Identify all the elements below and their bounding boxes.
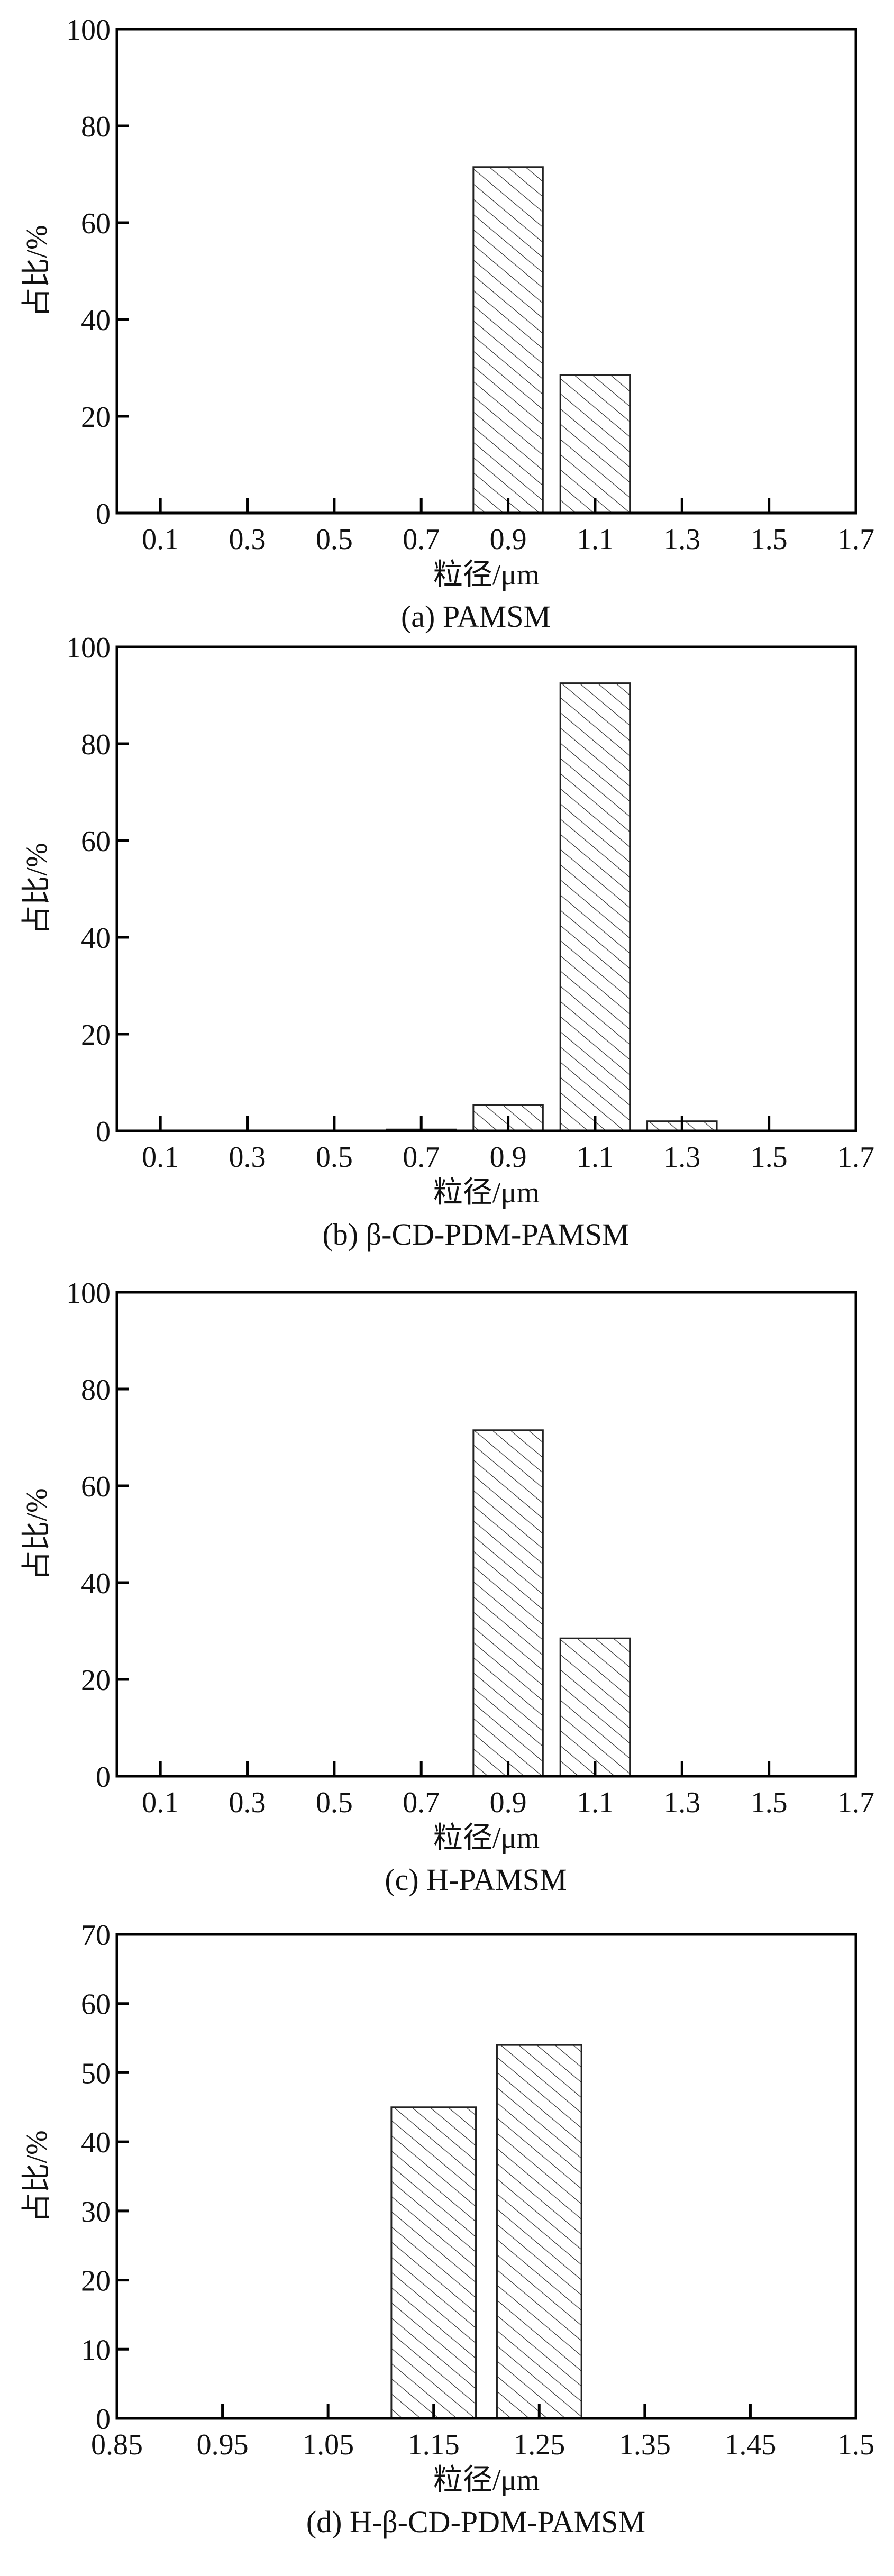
y-axis-label: 占比/% [21, 225, 53, 317]
x-tick-label: 1.7 [837, 1141, 874, 1174]
y-tick-label: 0 [96, 1761, 111, 1794]
y-tick-label: 10 [81, 2334, 111, 2367]
x-axis-label: 粒径/μm [433, 1822, 540, 1855]
x-tick-label: 1.35 [619, 2428, 671, 2461]
x-tick-label: 1.25 [513, 2428, 565, 2461]
x-tick-label: 1.1 [577, 1786, 614, 1819]
x-tick-label: 0.7 [403, 1141, 440, 1174]
y-tick-label: 0 [96, 2403, 111, 2436]
bar [472, 166, 544, 514]
bar [559, 374, 631, 514]
x-tick-label: 1.5 [751, 1786, 788, 1819]
y-tick-label: 60 [81, 1988, 111, 2021]
x-tick-label: 1.3 [663, 1786, 700, 1819]
x-tick-label: 0.5 [316, 1786, 353, 1819]
y-axis-label: 占比/% [21, 843, 53, 935]
panel-caption: (b) β-CD-PDM-PAMSM [322, 1217, 629, 1252]
y-tick-label: 0 [96, 1116, 111, 1148]
y-tick-label: 50 [81, 2057, 111, 2090]
x-tick-label: 1.1 [577, 1141, 614, 1174]
y-tick-label: 20 [81, 1664, 111, 1697]
chart-panel-2: 0 20 40 60 80 100 0.1 0.3 0.5 0.7 0.9 1.1 1.3 1.5 1.7 粒… [21, 1277, 874, 1897]
x-tick-label: 0.9 [490, 1786, 527, 1819]
x-tick-label: 0.9 [490, 523, 527, 556]
plot-frame [115, 1291, 857, 1778]
plot-frame [115, 28, 857, 515]
x-tick-label: 1.3 [663, 523, 700, 556]
x-tick-label: 1.1 [577, 523, 614, 556]
x-tick-label: 0.7 [403, 523, 440, 556]
y-tick-label: 30 [81, 2196, 111, 2228]
y-tick-label: 20 [81, 1019, 111, 1052]
x-tick-label: 0.1 [142, 523, 179, 556]
x-tick-label: 0.9 [490, 1141, 527, 1174]
y-tick-label: 60 [81, 1470, 111, 1503]
chart-panel-0: 0 20 40 60 80 100 0.1 0.3 0.5 0.7 0.9 1.1 1.3 1.5 1.7 粒… [21, 14, 874, 634]
x-tick-label: 0.5 [316, 523, 353, 556]
x-tick-label: 1.5 [751, 523, 788, 556]
x-tick-label: 1.45 [724, 2428, 776, 2461]
chart-panel-1: 0 20 40 60 80 100 0.1 0.3 0.5 0.7 0.9 1.1 1.3 1.5 1.7 粒… [21, 632, 874, 1252]
bar [496, 2044, 582, 2419]
y-tick-label: 80 [81, 111, 111, 143]
y-axis-label: 占比/% [21, 1488, 53, 1580]
x-axis-label: 粒径/μm [433, 1176, 540, 1209]
x-tick-label: 0.3 [229, 1786, 266, 1819]
y-tick-label: 100 [66, 14, 111, 47]
chart-panel-3: 0 10 20 30 40 50 60 70 0.85 0.95 1.05 1.15 1.25 1.35 1… [21, 1919, 874, 2539]
y-tick-label: 60 [81, 207, 111, 240]
y-tick-label: 70 [81, 1919, 111, 1952]
panel-caption: (c) H-PAMSM [385, 1862, 567, 1897]
plot-frame [115, 645, 857, 1132]
y-tick-label: 0 [96, 498, 111, 531]
y-tick-label: 80 [81, 728, 111, 761]
y-tick-label: 20 [81, 401, 111, 434]
y-tick-label: 40 [81, 2126, 111, 2159]
y-tick-label: 80 [81, 1374, 111, 1406]
y-tick-label: 100 [66, 632, 111, 664]
x-axis-label: 粒径/μm [433, 2464, 540, 2497]
panel-caption: (a) PAMSM [401, 599, 551, 634]
bar [390, 2106, 477, 2419]
x-tick-label: 1.3 [663, 1141, 700, 1174]
x-tick-label: 1.05 [302, 2428, 354, 2461]
x-tick-label: 0.7 [403, 1786, 440, 1819]
plot-frame [115, 1933, 857, 2420]
y-tick-label: 100 [66, 1277, 111, 1310]
y-tick-label: 60 [81, 825, 111, 858]
x-tick-label: 1.7 [837, 1786, 874, 1819]
x-tick-label: 0.95 [197, 2428, 249, 2461]
x-tick-label: 1.15 [408, 2428, 460, 2461]
y-axis-label: 占比/% [21, 2130, 53, 2222]
x-tick-label: 0.3 [229, 1141, 266, 1174]
y-tick-label: 20 [81, 2265, 111, 2298]
bar [559, 1637, 631, 1777]
bar [472, 1429, 544, 1777]
x-axis-label: 粒径/μm [433, 559, 540, 591]
x-tick-label: 0.1 [142, 1786, 179, 1819]
x-tick-label: 0.3 [229, 523, 266, 556]
bar [559, 682, 631, 1132]
x-tick-label: 1.5 [837, 2428, 874, 2461]
x-tick-label: 1.5 [751, 1141, 788, 1174]
x-tick-label: 1.7 [837, 523, 874, 556]
panel-caption: (d) H-β-CD-PDM-PAMSM [306, 2505, 645, 2539]
x-tick-label: 0.85 [91, 2428, 143, 2461]
y-tick-label: 40 [81, 1567, 111, 1600]
y-tick-label: 40 [81, 304, 111, 337]
x-tick-label: 0.5 [316, 1141, 353, 1174]
x-tick-label: 0.1 [142, 1141, 179, 1174]
y-tick-label: 40 [81, 922, 111, 955]
